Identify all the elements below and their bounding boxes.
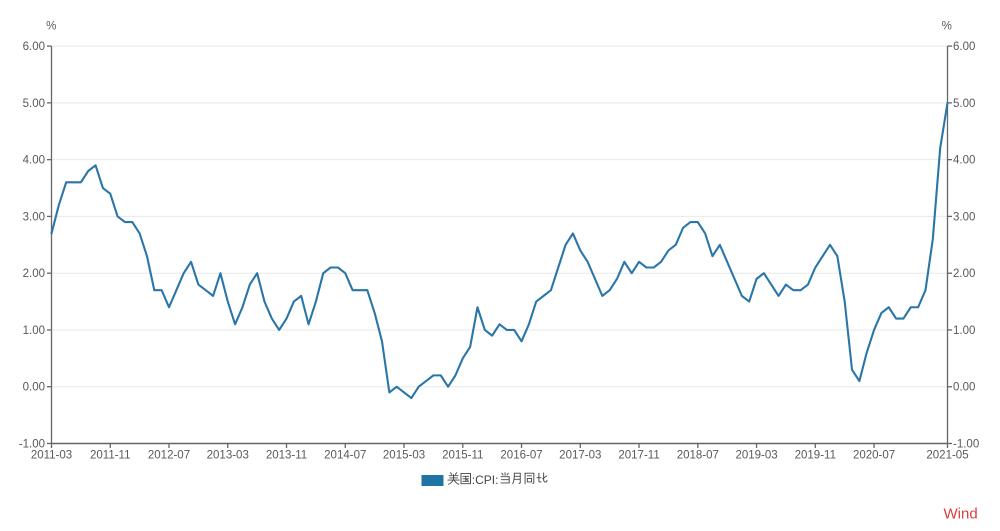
- svg-text:2011-03: 2011-03: [31, 450, 72, 462]
- svg-text:1.00: 1.00: [23, 325, 45, 337]
- svg-text:2018-07: 2018-07: [677, 450, 719, 462]
- svg-text:5.00: 5.00: [23, 98, 45, 110]
- svg-text:2015-11: 2015-11: [442, 450, 483, 462]
- svg-text:%: %: [46, 21, 56, 33]
- svg-text:3.00: 3.00: [23, 211, 45, 223]
- svg-text:%: %: [942, 21, 952, 33]
- svg-text:2019-03: 2019-03: [735, 450, 777, 462]
- svg-text:2013-03: 2013-03: [207, 450, 249, 462]
- svg-text:2012-07: 2012-07: [148, 450, 190, 462]
- svg-text:2016-07: 2016-07: [500, 450, 542, 462]
- svg-text:5.00: 5.00: [953, 98, 975, 110]
- svg-text:2017-11: 2017-11: [618, 450, 659, 462]
- svg-text:0.00: 0.00: [23, 382, 45, 394]
- svg-text:2.00: 2.00: [953, 268, 975, 280]
- svg-text:2015-03: 2015-03: [383, 450, 425, 462]
- svg-text:2019-11: 2019-11: [795, 450, 836, 462]
- svg-text:3.00: 3.00: [953, 211, 975, 223]
- svg-text:Wind: Wind: [944, 506, 978, 523]
- svg-text::CPI:: :CPI:: [472, 473, 499, 487]
- svg-text:4.00: 4.00: [23, 155, 45, 167]
- svg-text:2013-11: 2013-11: [266, 450, 307, 462]
- svg-text:-1.00: -1.00: [953, 439, 979, 451]
- svg-text:0.00: 0.00: [953, 382, 975, 394]
- svg-text:6.00: 6.00: [953, 41, 975, 53]
- svg-text:4.00: 4.00: [953, 155, 975, 167]
- svg-text:2011-11: 2011-11: [90, 450, 131, 462]
- svg-text:2020-07: 2020-07: [853, 450, 895, 462]
- svg-text:2017-03: 2017-03: [559, 450, 601, 462]
- svg-text:2014-07: 2014-07: [324, 450, 366, 462]
- svg-text:-1.00: -1.00: [19, 439, 45, 451]
- svg-text:1.00: 1.00: [953, 325, 975, 337]
- svg-text:2.00: 2.00: [23, 268, 45, 280]
- svg-text:6.00: 6.00: [23, 41, 45, 53]
- svg-text:2021-05: 2021-05: [926, 450, 968, 462]
